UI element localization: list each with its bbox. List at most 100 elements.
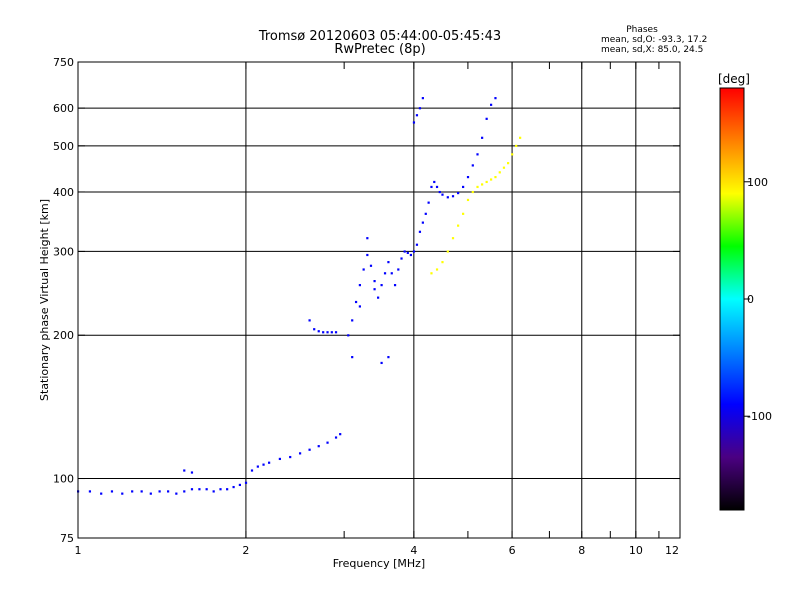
data-point	[362, 268, 365, 271]
colorbar-tick-label: -100	[747, 410, 772, 423]
x-tick-label: 4	[410, 544, 417, 557]
data-point	[515, 144, 518, 148]
y-tick-label: 100	[53, 473, 74, 486]
data-point	[415, 243, 419, 246]
grid-lines	[78, 62, 680, 538]
data-point	[358, 284, 361, 287]
y-tick-label: 500	[53, 140, 74, 153]
data-point	[278, 457, 281, 461]
y-axis-label: Stationary phase Virtual Height [km]	[38, 199, 51, 401]
data-point	[250, 469, 254, 472]
data-point	[433, 180, 436, 184]
data-point	[489, 103, 493, 106]
x-tick-label: 1	[75, 544, 82, 557]
data-point	[435, 185, 439, 189]
data-point	[390, 272, 393, 275]
y-tick-label: 400	[53, 186, 74, 199]
data-point	[430, 185, 433, 189]
x-tick-label: 2	[242, 544, 249, 557]
data-point	[481, 136, 484, 139]
data-point	[421, 221, 424, 224]
x-tick-label: 8	[578, 544, 585, 557]
x-tick-label: 6	[509, 544, 516, 557]
data-point	[298, 452, 302, 455]
data-point	[326, 331, 329, 334]
data-point	[167, 490, 170, 493]
data-point	[317, 330, 320, 333]
data-point	[457, 191, 460, 195]
data-point	[494, 175, 497, 179]
stats-line-o: mean, sd,O: -93.3, 17.2	[601, 35, 707, 45]
data-point	[412, 121, 416, 124]
data-point	[485, 117, 488, 120]
data-point	[232, 485, 235, 489]
data-point	[330, 331, 333, 334]
x-tick-label: 12	[665, 544, 679, 557]
data-point	[462, 212, 465, 215]
data-point	[183, 469, 186, 472]
data-point	[317, 445, 320, 448]
y-tick-label: 600	[53, 102, 74, 115]
data-point	[387, 261, 390, 264]
data-point	[262, 463, 265, 466]
data-point	[238, 483, 241, 487]
data-point	[358, 305, 361, 308]
data-point	[308, 319, 311, 322]
data-point	[380, 284, 383, 287]
data-point	[485, 180, 488, 184]
data-point	[507, 162, 510, 165]
data-point	[183, 490, 186, 493]
data-point	[88, 490, 92, 493]
data-point	[256, 465, 259, 468]
data-point	[441, 261, 444, 264]
data-point	[380, 361, 383, 365]
colorbar-tick-label: 0	[747, 293, 754, 306]
data-point	[369, 264, 373, 267]
data-point	[226, 488, 229, 491]
data-point	[373, 288, 376, 291]
data-point	[100, 492, 103, 495]
colorbar-label: [deg]	[718, 72, 750, 86]
data-point	[471, 164, 474, 167]
data-point	[441, 193, 444, 196]
data-point	[446, 250, 449, 253]
y-tick-label: 200	[53, 329, 74, 342]
data-point	[131, 490, 134, 493]
data-point	[366, 253, 369, 257]
data-point	[366, 237, 369, 240]
data-point	[308, 448, 311, 451]
x-tick-labels: 1 2 4 6 8 10 12	[75, 544, 680, 557]
data-point	[400, 257, 403, 260]
data-point	[489, 178, 493, 181]
data-point	[462, 185, 465, 189]
data-point	[451, 195, 455, 198]
data-point	[466, 175, 470, 179]
data-point	[502, 166, 506, 169]
chart-title: Tromsø 20120603 05:44:00-05:45:43	[258, 29, 501, 44]
data-point	[313, 328, 316, 331]
y-tick-labels: 75 100 200 300 400 500 600 750	[53, 56, 74, 545]
colorbar	[719, 87, 745, 511]
y-tick-label: 750	[53, 56, 74, 69]
data-point	[121, 492, 124, 495]
data-point	[205, 488, 208, 491]
y-tick-label: 300	[53, 245, 74, 258]
data-point	[110, 490, 114, 493]
data-point	[430, 272, 433, 275]
data-point	[397, 268, 400, 271]
data-point	[175, 492, 178, 495]
data-point	[466, 198, 470, 202]
data-point	[351, 356, 354, 359]
data-point	[412, 250, 416, 253]
axis-ticks	[77, 61, 681, 539]
data-point	[494, 97, 497, 100]
data-point	[451, 237, 455, 240]
data-point	[339, 433, 342, 436]
data-point	[438, 190, 441, 194]
data-point	[471, 190, 474, 194]
data-point	[403, 250, 406, 253]
data-point	[212, 490, 215, 493]
colorbar-tick-label: 100	[747, 176, 768, 189]
colorbar-ticks: 100 0 -100	[744, 176, 772, 423]
